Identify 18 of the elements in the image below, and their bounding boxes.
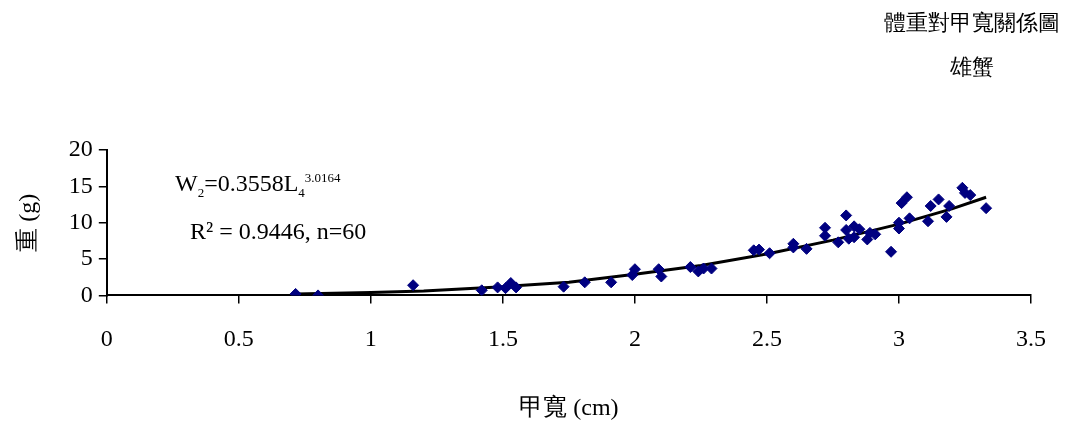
x-tick-label: 2 [628, 325, 641, 352]
x-axis-title: 甲寬 (cm) [519, 393, 619, 420]
x-tick-label: 1 [364, 325, 377, 352]
chart-subtitle: 雄蟹 [949, 53, 995, 81]
x-tick-label: 3.5 [1016, 325, 1046, 352]
y-tick-label: 15 [68, 171, 93, 198]
y-tick-label: 5 [80, 244, 93, 271]
x-tick-label: 1.5 [487, 325, 518, 352]
annotation: R² = 0.9446, n=60 [190, 218, 367, 245]
x-tick-label: 3 [892, 325, 905, 352]
y-axis-title: 重 (g) [13, 193, 40, 252]
x-tick-label: 2.5 [751, 325, 782, 352]
chart-title: 體重對甲寬關係圖 [884, 9, 1060, 37]
y-tick-label: 20 [68, 135, 93, 162]
y-tick-label: 10 [68, 208, 93, 234]
x-tick-label: 0.5 [223, 325, 254, 352]
x-tick-label: 0 [100, 325, 113, 352]
y-tick-label: 0 [80, 280, 93, 307]
